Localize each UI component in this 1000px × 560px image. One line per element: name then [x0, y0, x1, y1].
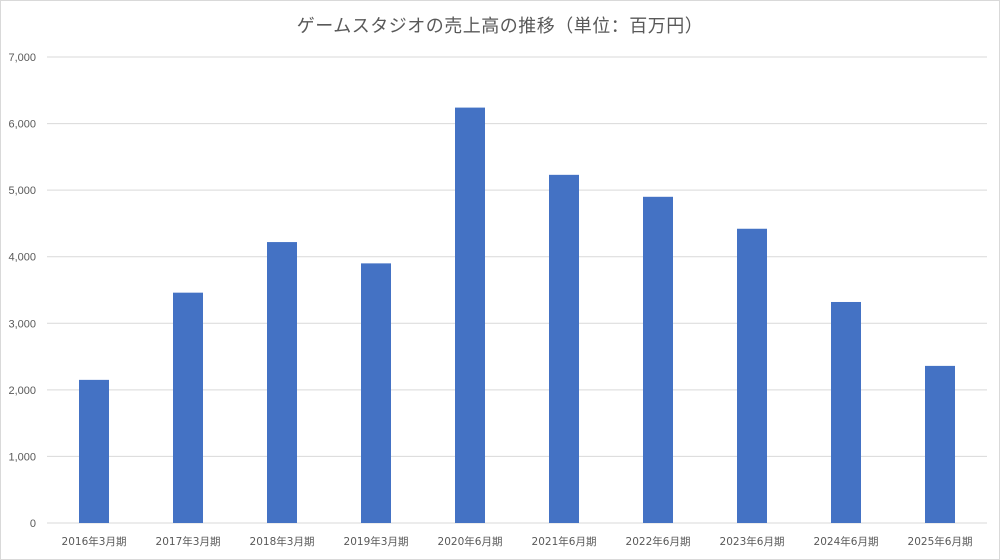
- x-tick-label: 2024年6月期: [814, 535, 879, 548]
- bars: [79, 107, 955, 524]
- bar: [549, 174, 579, 523]
- bar: [361, 263, 391, 523]
- x-tick-label: 2020年6月期: [438, 535, 503, 548]
- x-tick-label: 2022年6月期: [626, 535, 691, 548]
- y-tick-label: 1,000: [8, 451, 36, 463]
- bar: [267, 242, 297, 523]
- chart-title: ゲームスタジオの売上高の推移（単位：百万円）: [296, 16, 704, 37]
- x-tick-label: 2017年3月期: [156, 535, 221, 548]
- y-tick-label: 4,000: [8, 252, 36, 264]
- bar: [79, 379, 109, 523]
- x-tick-label: 2025年6月期: [908, 535, 973, 548]
- x-axis-labels: 2016年3月期 2017年3月期 2018年3月期 2019年3月期 2020年6月期…: [62, 535, 973, 548]
- bar: [925, 365, 955, 523]
- y-tick-label: 3,000: [8, 318, 36, 330]
- bar: [643, 196, 673, 524]
- gridlines: [47, 56, 987, 524]
- bar: [173, 292, 203, 523]
- x-tick-label: 2018年3月期: [250, 535, 315, 548]
- x-tick-label: 2016年3月期: [62, 535, 127, 548]
- y-tick-label: 2,000: [8, 385, 36, 397]
- y-tick-label: 5,000: [8, 185, 36, 197]
- y-axis-labels: 0 1,000 2,000 3,000 4,000 5,000 6,000 7,000: [8, 52, 36, 530]
- y-tick-label: 7,000: [8, 52, 36, 64]
- bar: [455, 107, 485, 523]
- x-tick-label: 2019年3月期: [344, 535, 409, 548]
- y-tick-label: 6,000: [8, 119, 36, 131]
- x-tick-label: 2023年6月期: [720, 535, 785, 548]
- x-tick-label: 2021年6月期: [532, 535, 597, 548]
- bar: [831, 301, 861, 523]
- bar: [737, 228, 767, 524]
- y-tick-label: 0: [30, 518, 36, 530]
